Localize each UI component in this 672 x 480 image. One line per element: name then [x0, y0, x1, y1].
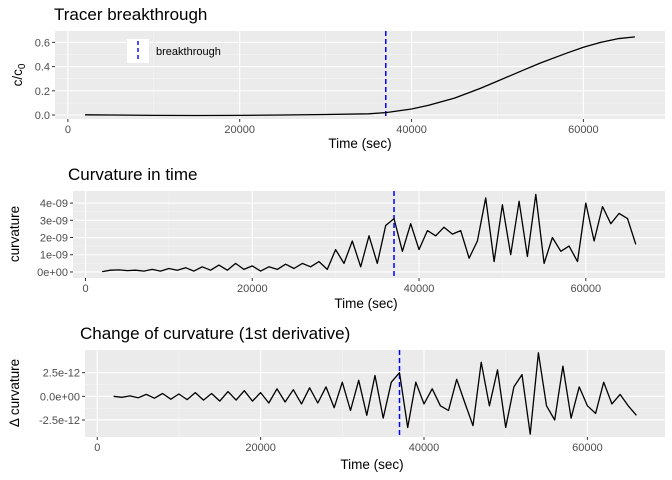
- axis-ticks: 0 20000 40000 60000 0e+00 1e-09 2e-09 3e-09 4e-0…: [37, 198, 601, 295]
- plot-panel: [55, 31, 665, 119]
- y-tick-label: 0.2: [35, 86, 50, 98]
- x-tick-label: 0: [65, 124, 71, 136]
- y-tick-label: 0.0: [35, 110, 50, 122]
- y-axis-title: curvature: [7, 206, 22, 262]
- y-tick-label: 2e-09: [40, 233, 68, 245]
- plot-panel: [85, 350, 665, 437]
- y-tick-label: -2.5e-12: [39, 415, 80, 427]
- x-axis-title: Time (sec): [334, 296, 397, 311]
- x-axis-title: Time (sec): [340, 457, 403, 472]
- x-tick-label: 60000: [568, 124, 599, 136]
- chart-curvature-change: Change of curvature (1st derivative) 0 20…: [7, 324, 665, 472]
- series: [102, 193, 637, 273]
- y-tick-label: 0.6: [35, 37, 50, 49]
- series-line: [85, 36, 635, 117]
- axis-ticks: 0 20000 40000 60000 -2.5e-12 0.0e+00 2.5e-12: [39, 368, 603, 454]
- x-tick-label: 40000: [396, 124, 427, 136]
- y-tick-label: 0.4: [35, 62, 50, 74]
- axis-ticks: 0 20000 40000 60000 0.0 0.2 0.4 0.6: [35, 37, 599, 136]
- y-axis-title: Δ curvature: [7, 359, 22, 427]
- x-tick-label: 60000: [570, 283, 601, 295]
- x-tick-label: 20000: [237, 283, 268, 295]
- chart-title: Curvature in time: [68, 165, 197, 184]
- series-line: [102, 193, 637, 273]
- legend-label: breakthrough: [156, 46, 221, 58]
- y-tick-label: 4e-09: [40, 198, 68, 210]
- series: [113, 352, 637, 435]
- y-tick-label: 3e-09: [40, 215, 68, 227]
- chart-breakthrough: Tracer breakthrough breakthrough 0 20000 4…: [10, 5, 665, 151]
- x-tick-label: 20000: [245, 442, 276, 454]
- y-tick-label: 1e-09: [40, 250, 68, 262]
- x-tick-label: 0: [82, 283, 88, 295]
- gridlines: [85, 350, 665, 437]
- y-tick-label: 2.5e-12: [43, 368, 80, 380]
- chart-curvature: Curvature in time 0 20000 40000 60000 0e+00 1…: [7, 165, 665, 311]
- x-tick-label: 40000: [409, 442, 440, 454]
- x-tick-label: 0: [94, 442, 100, 454]
- series: [85, 36, 635, 117]
- x-axis-title: Time (sec): [328, 136, 391, 151]
- series-line: [113, 352, 637, 435]
- y-tick-label: 0e+00: [37, 267, 68, 279]
- y-axis-title: c/c0: [10, 63, 28, 86]
- plot-panel: [73, 191, 665, 278]
- legend: breakthrough: [127, 39, 221, 63]
- y-tick-label: 0.0e+00: [40, 391, 80, 403]
- x-tick-label: 40000: [404, 283, 435, 295]
- chart-title: Tracer breakthrough: [54, 5, 207, 24]
- chart-title: Change of curvature (1st derivative): [80, 324, 350, 343]
- x-tick-label: 60000: [572, 442, 603, 454]
- x-tick-label: 20000: [224, 124, 255, 136]
